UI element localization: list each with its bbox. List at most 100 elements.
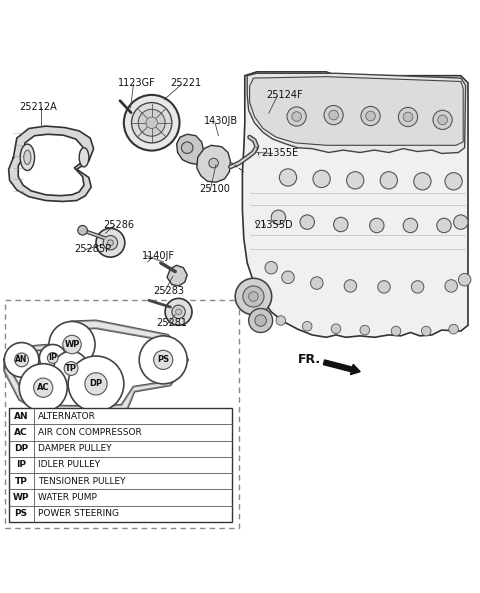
Text: TP: TP xyxy=(15,477,27,486)
Text: AN: AN xyxy=(15,355,28,364)
Text: 25283: 25283 xyxy=(154,286,185,296)
Text: 1140JF: 1140JF xyxy=(142,251,175,261)
Circle shape xyxy=(378,280,390,293)
Circle shape xyxy=(209,158,218,168)
Text: 25221: 25221 xyxy=(170,78,202,88)
Circle shape xyxy=(78,225,87,235)
Circle shape xyxy=(249,308,273,333)
Text: TENSIONER PULLEY: TENSIONER PULLEY xyxy=(38,477,126,486)
Polygon shape xyxy=(177,134,204,164)
Ellipse shape xyxy=(24,150,31,164)
Circle shape xyxy=(4,343,39,377)
Circle shape xyxy=(458,273,471,286)
Text: POWER STEERING: POWER STEERING xyxy=(38,509,120,518)
Circle shape xyxy=(329,110,338,120)
Polygon shape xyxy=(250,76,463,145)
Circle shape xyxy=(433,110,452,129)
Circle shape xyxy=(276,315,286,326)
Text: AIR CON COMPRESSOR: AIR CON COMPRESSOR xyxy=(38,428,142,437)
Circle shape xyxy=(34,378,53,397)
Circle shape xyxy=(271,210,286,225)
Text: 1123GF: 1123GF xyxy=(118,78,156,88)
Circle shape xyxy=(54,351,88,386)
FancyArrow shape xyxy=(324,360,360,375)
Circle shape xyxy=(313,170,330,187)
Circle shape xyxy=(411,280,424,293)
Circle shape xyxy=(49,321,95,368)
Circle shape xyxy=(437,218,451,232)
Circle shape xyxy=(282,271,294,283)
Text: FR.: FR. xyxy=(298,353,321,366)
Circle shape xyxy=(249,292,258,301)
Polygon shape xyxy=(242,72,468,337)
Circle shape xyxy=(391,326,401,336)
Text: IP: IP xyxy=(48,353,58,362)
Circle shape xyxy=(154,350,173,369)
Text: PS: PS xyxy=(14,509,28,518)
Circle shape xyxy=(265,262,277,274)
Text: 25285P: 25285P xyxy=(74,244,111,253)
Text: WP: WP xyxy=(64,340,80,349)
Circle shape xyxy=(257,306,266,315)
Circle shape xyxy=(124,95,180,151)
Circle shape xyxy=(311,277,323,289)
Circle shape xyxy=(287,107,306,126)
Text: 25100: 25100 xyxy=(199,183,230,193)
Circle shape xyxy=(370,218,384,232)
Circle shape xyxy=(181,142,193,154)
Text: WP: WP xyxy=(13,493,29,502)
Circle shape xyxy=(380,172,397,189)
FancyBboxPatch shape xyxy=(5,300,239,528)
Circle shape xyxy=(360,326,370,335)
Circle shape xyxy=(139,336,187,384)
Ellipse shape xyxy=(20,144,35,171)
Ellipse shape xyxy=(79,148,89,167)
Text: 25124F: 25124F xyxy=(266,90,303,100)
Polygon shape xyxy=(247,74,466,154)
Circle shape xyxy=(15,353,28,367)
Text: 21355E: 21355E xyxy=(262,148,299,158)
Circle shape xyxy=(344,280,357,292)
Circle shape xyxy=(454,215,468,229)
Text: IP: IP xyxy=(16,461,26,470)
Circle shape xyxy=(445,173,462,190)
Polygon shape xyxy=(9,126,94,202)
Circle shape xyxy=(292,111,301,122)
Circle shape xyxy=(403,218,418,232)
Text: ALTERNATOR: ALTERNATOR xyxy=(38,412,96,420)
Circle shape xyxy=(132,103,172,143)
Text: 1430JB: 1430JB xyxy=(204,116,238,126)
Circle shape xyxy=(449,324,458,334)
Text: DAMPER PULLEY: DAMPER PULLEY xyxy=(38,444,112,453)
Text: TP: TP xyxy=(65,364,77,373)
Circle shape xyxy=(19,364,67,412)
Circle shape xyxy=(85,373,107,395)
Text: WATER PUMP: WATER PUMP xyxy=(38,493,97,502)
Circle shape xyxy=(146,117,157,129)
Polygon shape xyxy=(167,265,187,286)
Text: PS: PS xyxy=(157,355,169,364)
Circle shape xyxy=(331,324,341,333)
Circle shape xyxy=(438,115,447,125)
Circle shape xyxy=(68,356,124,412)
Circle shape xyxy=(235,278,272,315)
Text: DP: DP xyxy=(14,444,28,453)
Circle shape xyxy=(302,321,312,331)
Circle shape xyxy=(347,172,364,189)
Text: AC: AC xyxy=(37,383,49,392)
Text: 25286: 25286 xyxy=(103,219,134,229)
FancyBboxPatch shape xyxy=(9,408,232,522)
Circle shape xyxy=(398,107,418,126)
Circle shape xyxy=(300,215,314,229)
Circle shape xyxy=(243,286,264,307)
Text: IDLER PULLEY: IDLER PULLEY xyxy=(38,461,100,470)
Circle shape xyxy=(324,106,343,125)
Text: 21355D: 21355D xyxy=(254,221,293,231)
Text: 25212A: 25212A xyxy=(19,102,57,112)
Circle shape xyxy=(176,309,181,315)
Circle shape xyxy=(96,228,125,257)
Circle shape xyxy=(108,240,113,246)
Circle shape xyxy=(279,169,297,186)
Circle shape xyxy=(414,173,431,190)
Circle shape xyxy=(48,353,58,364)
